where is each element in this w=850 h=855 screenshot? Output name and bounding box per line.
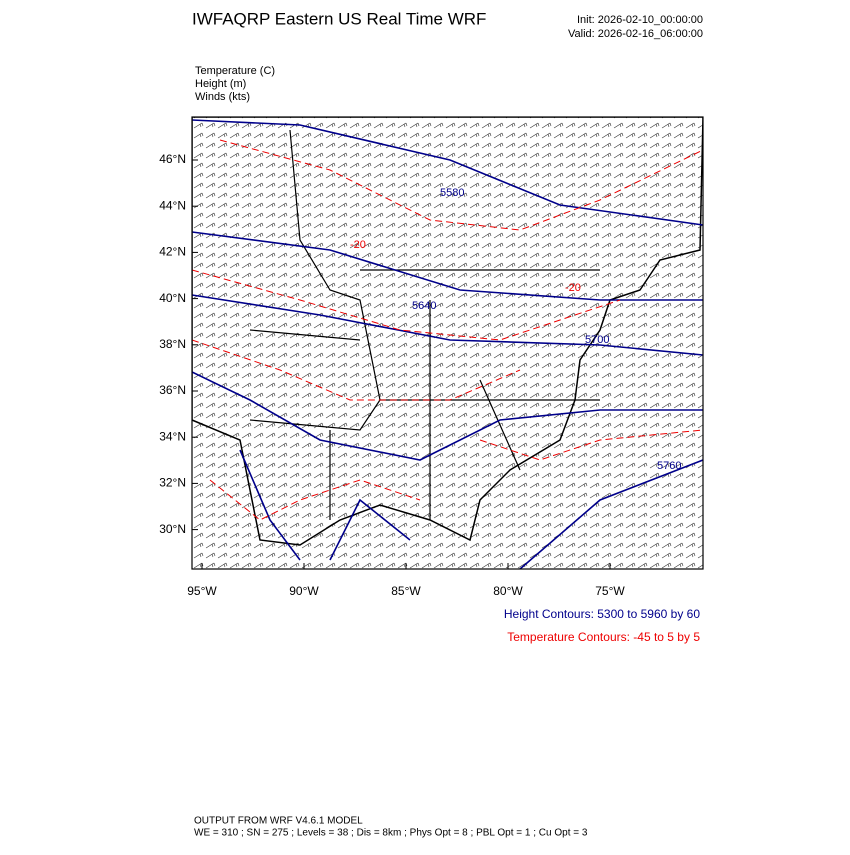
lat-label: 42°N xyxy=(159,245,186,259)
lon-label: 95°W xyxy=(187,584,217,598)
height-contour-label: 5640 xyxy=(412,300,436,312)
lat-label: 30°N xyxy=(159,522,186,536)
map-frame xyxy=(191,116,704,570)
temperature-legend: Temperature Contours: -45 to 5 by 5 xyxy=(507,630,700,644)
field-label: Temperature (C) xyxy=(195,65,275,77)
lon-label: 75°W xyxy=(595,584,625,598)
coastline xyxy=(192,117,703,546)
height-contour-label: 5580 xyxy=(440,187,464,199)
lat-label: 32°N xyxy=(159,476,186,490)
lat-label: 38°N xyxy=(159,337,186,351)
map-area: 5580 5640 5700 5760 -20 -20 xyxy=(192,117,703,569)
temperature-contours xyxy=(192,139,703,521)
lon-label: 80°W xyxy=(493,584,523,598)
height-contour-label: 5760 xyxy=(657,460,681,472)
valid-time: Valid: 2026-02-16_06:00:00 xyxy=(568,28,703,40)
temperature-contour-label: -20 xyxy=(565,282,581,294)
lat-label: 46°N xyxy=(159,152,186,166)
init-time: Init: 2026-02-10_00:00:00 xyxy=(577,14,703,26)
lat-label: 40°N xyxy=(159,291,186,305)
lat-label: 36°N xyxy=(159,383,186,397)
wind-barbs xyxy=(192,117,703,569)
height-contours xyxy=(192,119,703,569)
footer-model: OUTPUT FROM WRF V4.6.1 MODEL xyxy=(194,816,363,827)
field-label: Winds (kts) xyxy=(195,91,250,103)
temperature-contour-label: -20 xyxy=(350,239,366,251)
map-ticks: 46°N 44°N 42°N 40°N 38°N 36°N 34°N 32°N 30°N 95°W… xyxy=(159,152,625,598)
lon-label: 90°W xyxy=(289,584,319,598)
lat-label: 44°N xyxy=(159,198,186,212)
lat-label: 34°N xyxy=(159,429,186,443)
title: IWFAQRP Eastern US Real Time WRF xyxy=(192,9,486,28)
footer-settings: WE = 310 ; SN = 275 ; Levels = 38 ; Dis … xyxy=(194,828,588,839)
field-label: Height (m) xyxy=(195,78,246,90)
state-borders xyxy=(249,129,600,520)
height-contour-label: 5700 xyxy=(585,334,609,346)
lon-label: 85°W xyxy=(391,584,421,598)
height-legend: Height Contours: 5300 to 5960 by 60 xyxy=(504,607,700,621)
